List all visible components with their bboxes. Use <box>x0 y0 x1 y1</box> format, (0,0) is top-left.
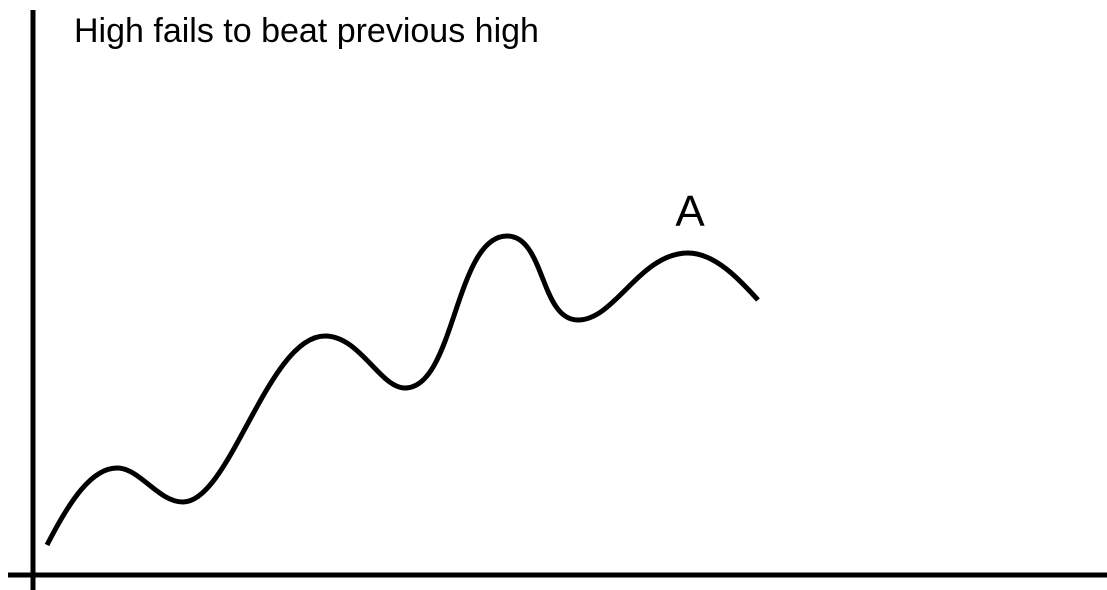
diagram-title: High fails to beat previous high <box>74 12 539 50</box>
point-label: A <box>675 187 705 236</box>
price-curve <box>44 233 760 547</box>
